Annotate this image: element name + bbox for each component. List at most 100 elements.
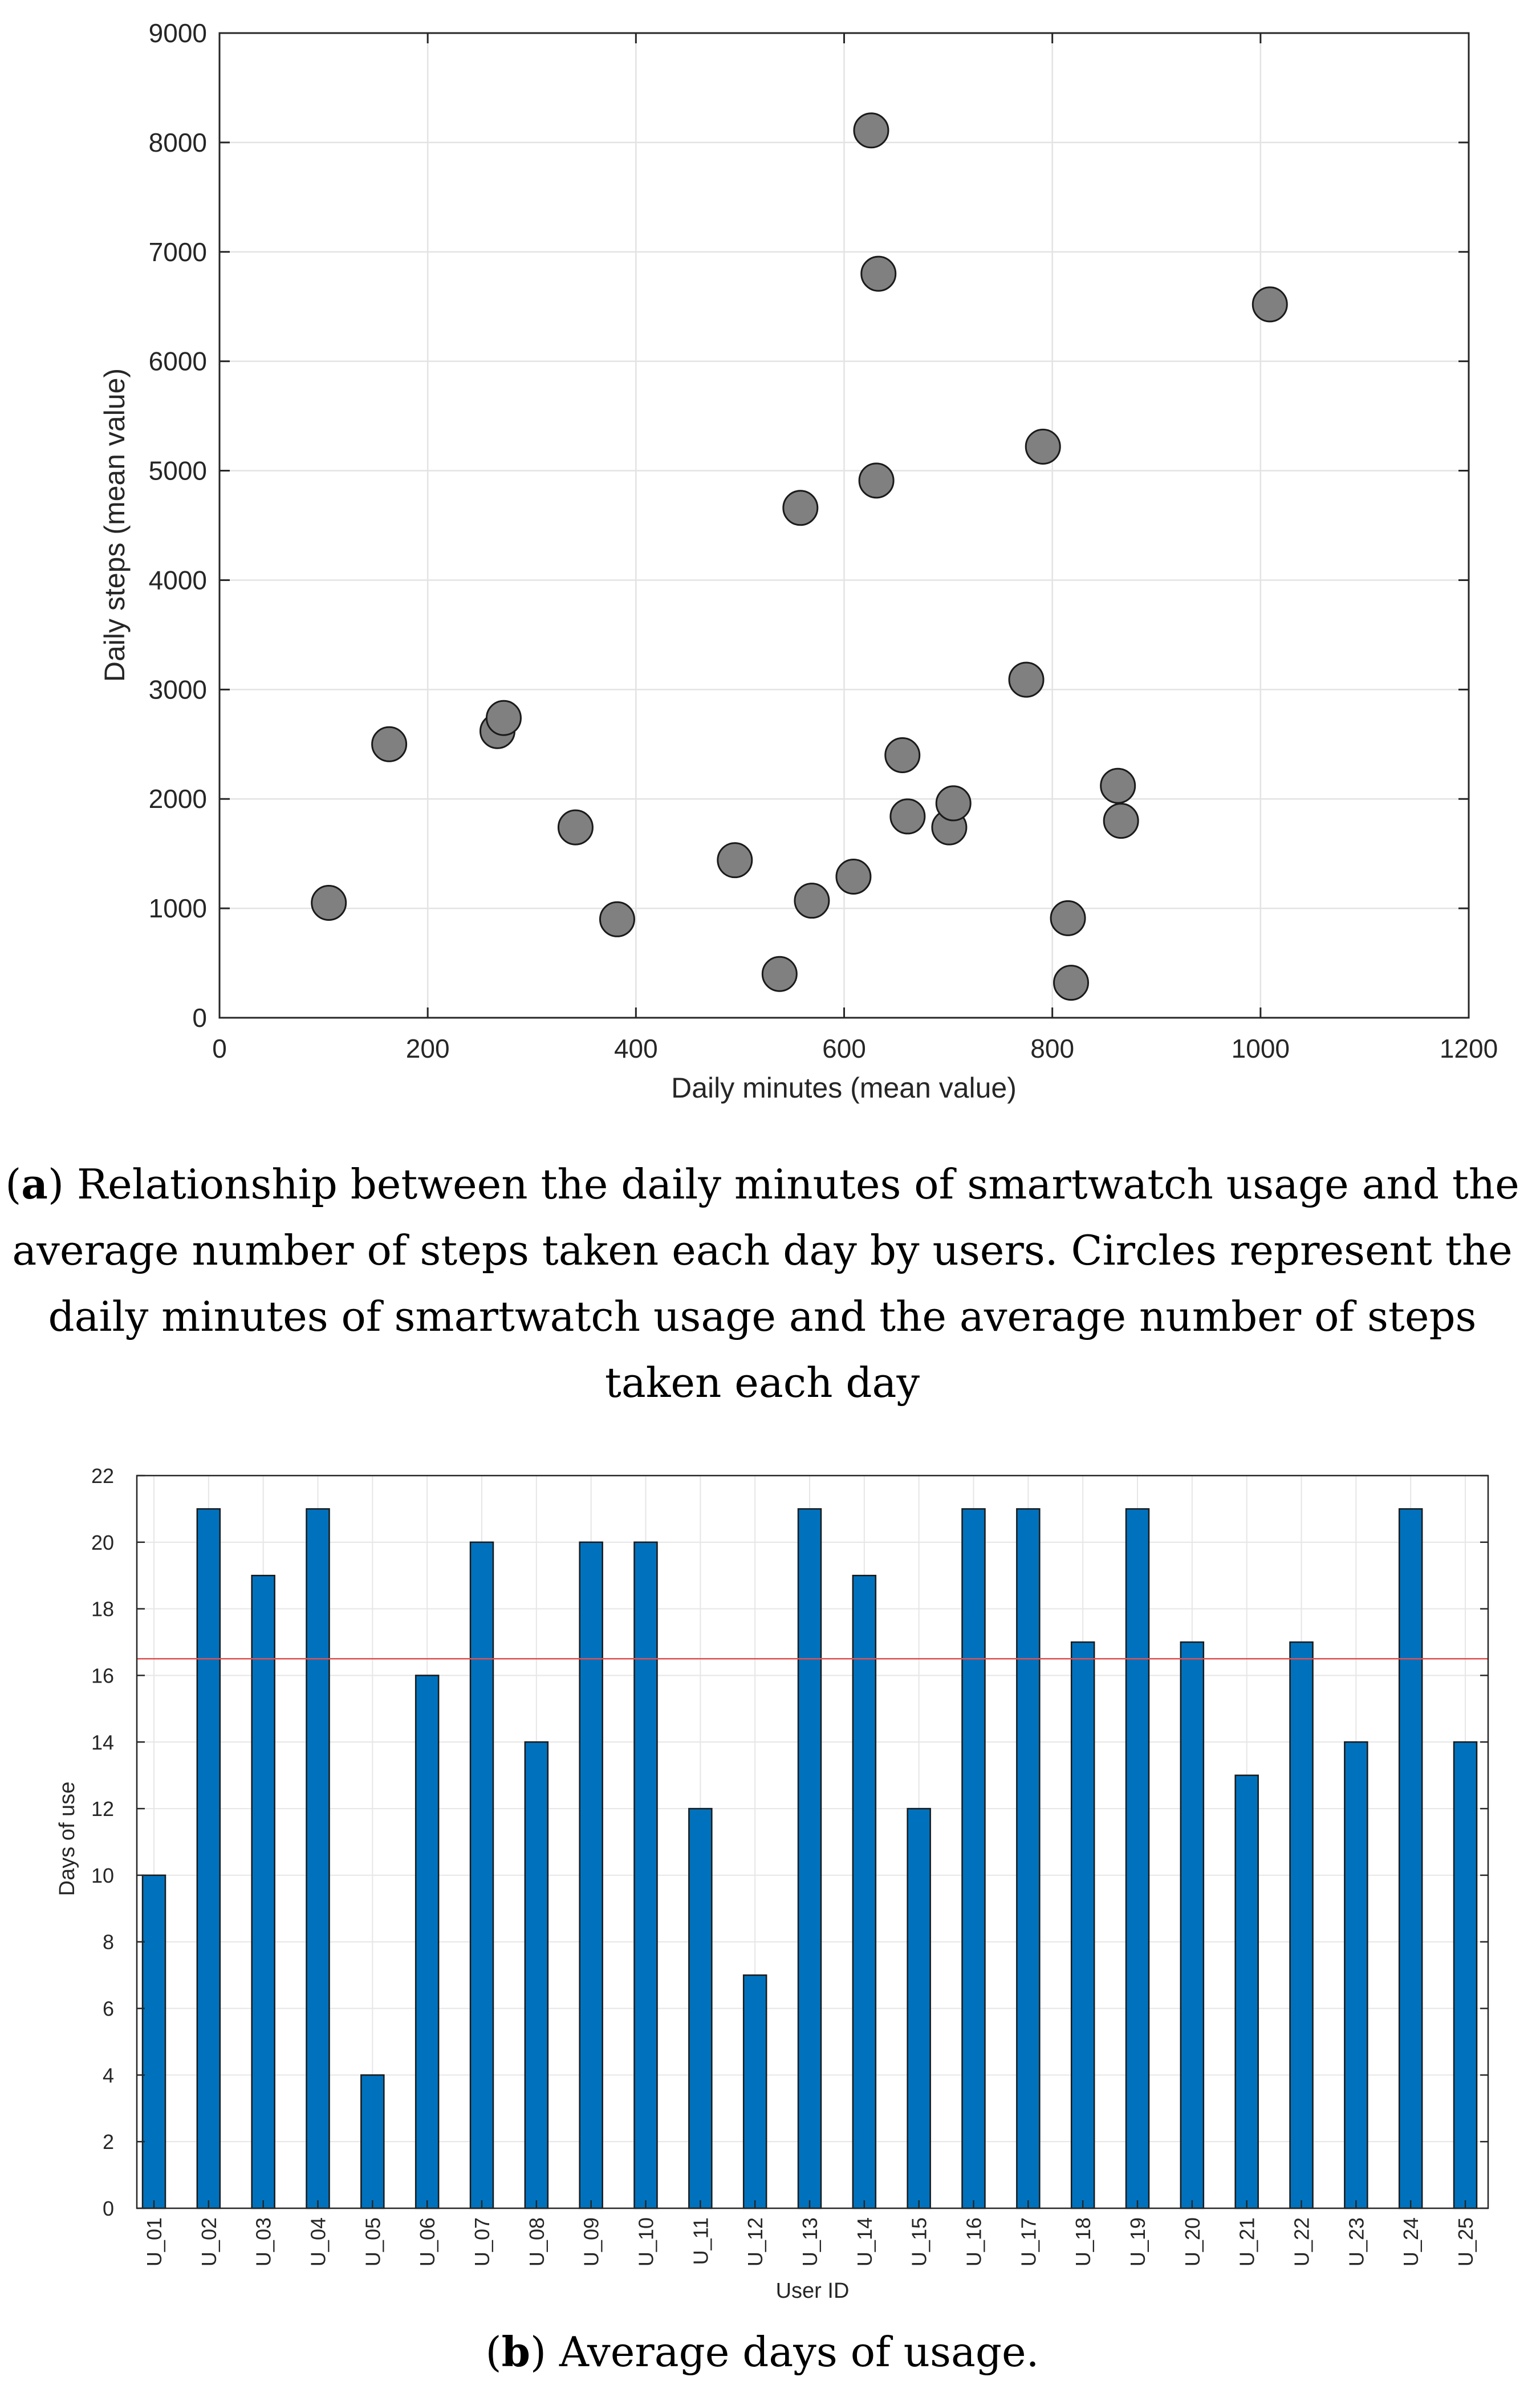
scatter-y-tick-label: 9000 [149, 18, 207, 48]
bar [1289, 1641, 1314, 2209]
bar [251, 1574, 275, 2209]
scatter-point [858, 462, 895, 499]
bar-x-tick-label: U_16 [962, 2217, 986, 2266]
bar-x-tick-label: U_03 [252, 2217, 275, 2266]
bar-y-tick-label: 22 [91, 1464, 114, 1488]
bar [1070, 1641, 1095, 2209]
bar-x-tick-label: U_11 [689, 2217, 712, 2265]
scatter-y-tick-label: 4000 [149, 565, 207, 595]
caption-a-line-2: average number of steps taken each day b… [12, 1226, 1512, 1274]
bar-x-tick-label: U_21 [1236, 2217, 1259, 2266]
bar [306, 1508, 330, 2209]
bar-y-tick-label: 0 [103, 2197, 114, 2220]
bar [907, 1807, 931, 2209]
caption-a-line-3: daily minutes of smartwatch usage and th… [48, 1293, 1477, 1340]
bar-x-tick-label: U_19 [1126, 2217, 1149, 2266]
scatter-x-tick-label: 1000 [1232, 1034, 1290, 1063]
scatter-point [599, 901, 635, 937]
caption-b-close-paren: ) [530, 2328, 546, 2376]
scatter-point [853, 112, 889, 149]
bar [961, 1508, 986, 2209]
scatter-point [1008, 661, 1045, 698]
scatter-x-tick-label: 600 [822, 1034, 866, 1063]
bar-x-tick-label: U_10 [635, 2217, 658, 2266]
bar-series [141, 1508, 1478, 2209]
bar-x-tick-label: U_15 [908, 2217, 931, 2266]
scatter-point [557, 809, 594, 846]
caption-a-line-1: (a) Relationship between the daily minut… [5, 1160, 1519, 1208]
caption-b: (b) Average days of usage. [486, 2327, 1039, 2376]
scatter-point [1050, 900, 1086, 936]
caption-a-open-paren: ( [5, 1160, 21, 1208]
bar-x-tick-label: U_06 [416, 2217, 439, 2266]
scatter-x-tick-label: 1200 [1440, 1034, 1498, 1063]
bar-ticks: 0 2 4 6 8 10 12 14 16 18 20 22 U_01 U_02 U_03 U_04 U_05 U… [91, 1464, 1488, 2266]
scatter-y-tick-label: 2000 [149, 784, 207, 814]
bar [579, 1541, 603, 2209]
bar-x-tick-label: U_13 [798, 2217, 822, 2266]
bar-y-axis-label: Days of use [55, 1782, 79, 1896]
scatter-grid [220, 33, 1469, 1018]
bar-y-tick-label: 6 [103, 1997, 114, 2021]
bar-x-tick-label: U_02 [197, 2217, 221, 2266]
bar-x-axis-label: User ID [776, 2279, 850, 2303]
scatter-point [935, 785, 972, 822]
scatter-point [1251, 286, 1288, 323]
scatter-y-tick-label: 6000 [149, 347, 207, 376]
scatter-y-tick-label: 5000 [149, 456, 207, 486]
scatter-point [1053, 965, 1090, 1001]
scatter-point [371, 726, 408, 762]
bar [1016, 1508, 1041, 2209]
bar-x-tick-label: U_14 [853, 2217, 876, 2266]
bar [1234, 1774, 1259, 2209]
bar-y-tick-label: 10 [91, 1864, 114, 1887]
bar [797, 1508, 822, 2209]
caption-b-open-paren: ( [486, 2328, 502, 2376]
bar-x-tick-label: U_18 [1071, 2217, 1095, 2266]
scatter-point [794, 883, 830, 919]
caption-a-close-paren: ) [48, 1160, 64, 1208]
scatter-point [1100, 767, 1136, 804]
caption-a-line-4: taken each day [605, 1359, 920, 1407]
scatter-point [485, 700, 522, 736]
bar [852, 1574, 877, 2209]
caption-b-line-1: (b) Average days of usage. [486, 2327, 1039, 2376]
scatter-points [311, 112, 1288, 1001]
bar-x-tick-label: U_24 [1399, 2217, 1423, 2266]
scatter-x-tick-label: 200 [406, 1034, 450, 1063]
bar [141, 1874, 166, 2209]
scatter-point [884, 737, 921, 773]
bar-y-tick-label: 8 [103, 1931, 114, 1954]
bar [1453, 1741, 1478, 2209]
scatter-point [761, 956, 798, 992]
bar [1398, 1508, 1423, 2209]
bar-x-tick-label: U_04 [307, 2217, 330, 2266]
scatter-ticks: 0 200 400 600 800 1000 1200 0 1000 2000 3000 4000 50… [149, 18, 1498, 1063]
scatter-point [1103, 803, 1139, 839]
scatter-chart: 0 200 400 600 800 1000 1200 0 1000 2000 3000 4000 50… [99, 18, 1498, 1104]
bar-x-tick-label: U_25 [1454, 2217, 1477, 2266]
bar-x-tick-label: U_12 [743, 2217, 767, 2266]
bar-x-tick-label: U_20 [1181, 2217, 1204, 2266]
bar-y-tick-label: 20 [91, 1531, 114, 1554]
bar-y-tick-label: 2 [103, 2130, 114, 2154]
bar-y-tick-label: 12 [91, 1797, 114, 1821]
scatter-y-axis-label: Daily steps (mean value) [99, 368, 131, 682]
bar [633, 1541, 658, 2209]
scatter-y-tick-label: 0 [192, 1003, 207, 1033]
scatter-y-tick-label: 8000 [149, 128, 207, 157]
bar [415, 1675, 440, 2209]
bar-x-tick-label: U_23 [1344, 2217, 1368, 2266]
bar-y-tick-label: 4 [103, 2063, 114, 2087]
scatter-y-tick-label: 3000 [149, 675, 207, 704]
bar-y-tick-label: 18 [91, 1598, 114, 1621]
scatter-y-tick-label: 7000 [149, 237, 207, 267]
scatter-y-tick-label: 1000 [149, 893, 207, 923]
bar-y-tick-label: 14 [91, 1730, 114, 1754]
scatter-x-axis-label: Daily minutes (mean value) [671, 1072, 1017, 1104]
bar-x-tick-label: U_05 [361, 2217, 384, 2266]
bar-x-tick-label: U_17 [1017, 2217, 1040, 2266]
caption-b-letter: b [502, 2327, 530, 2376]
caption-a: (a) Relationship between the daily minut… [5, 1160, 1519, 1407]
scatter-point [889, 798, 926, 835]
